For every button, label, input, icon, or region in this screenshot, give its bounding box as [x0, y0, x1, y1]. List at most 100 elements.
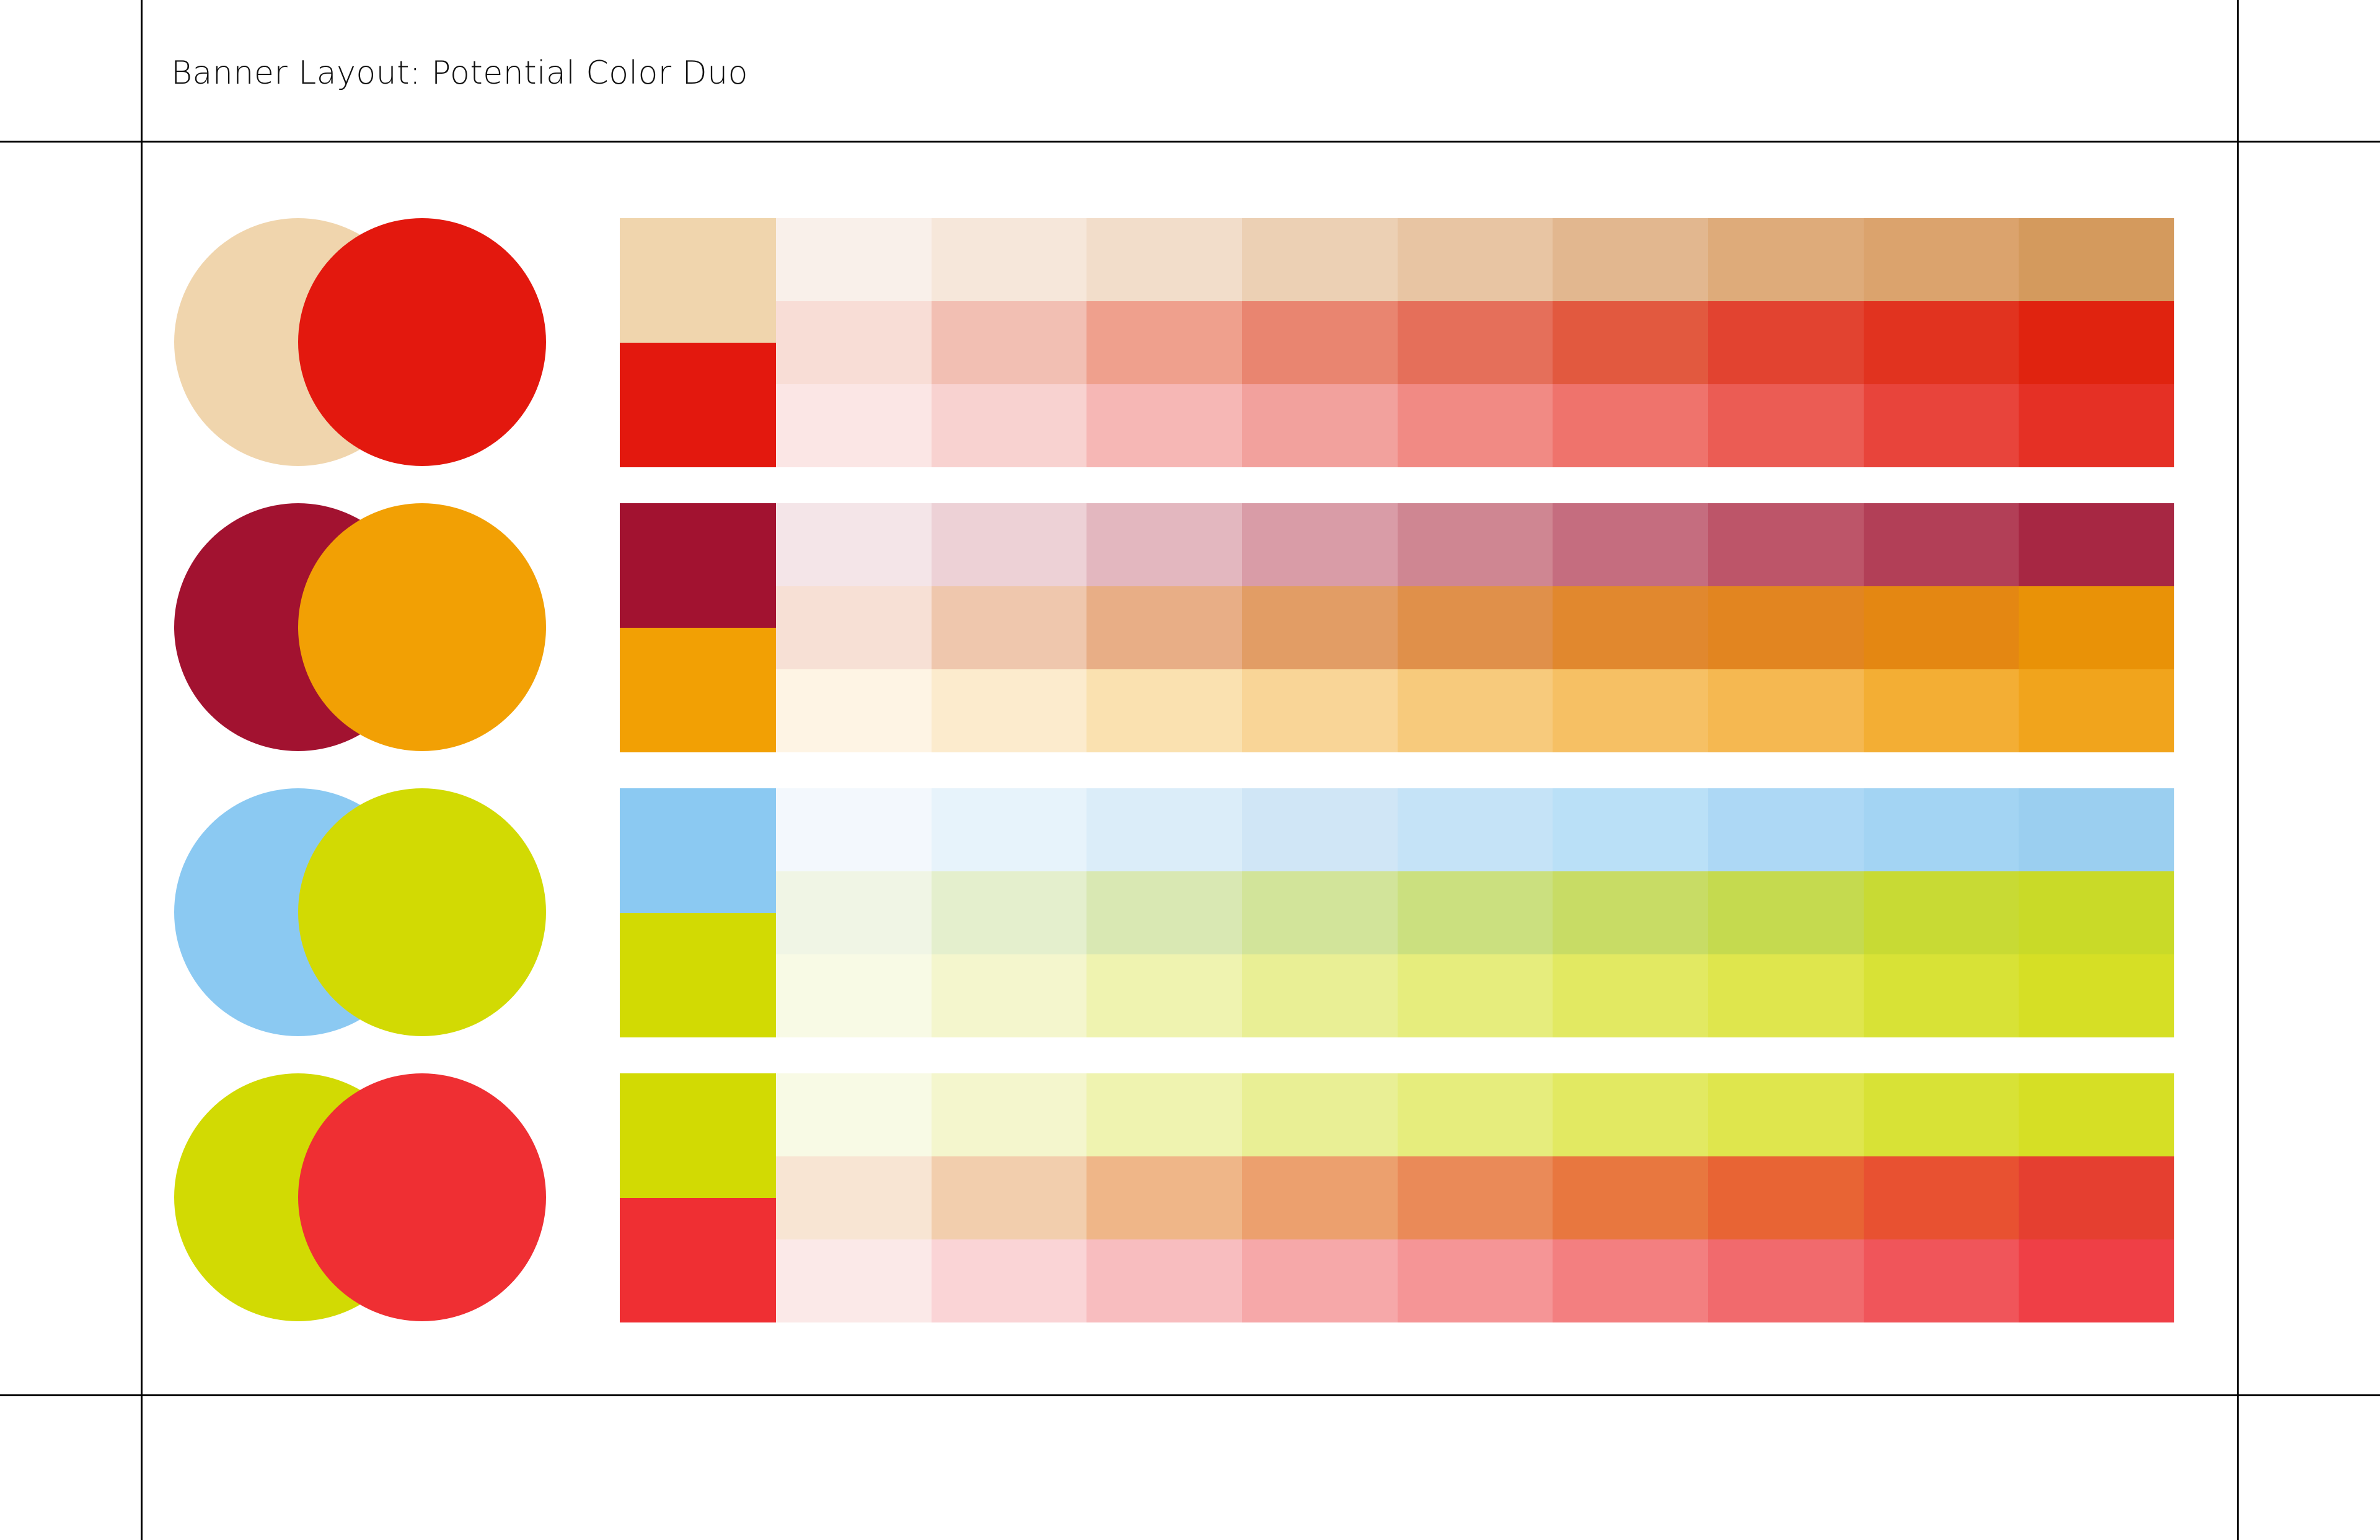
tint-swatch — [1553, 1239, 1708, 1322]
tint-swatch — [1086, 954, 1242, 1037]
tint-swatch — [1242, 1156, 1398, 1239]
tint-swatch — [1708, 1073, 1864, 1156]
tint-swatch — [1242, 503, 1398, 586]
tint-swatch — [1708, 503, 1864, 586]
tint-swatch — [931, 1239, 1087, 1322]
tint-swatch — [931, 503, 1087, 586]
tint-swatch — [1553, 1156, 1708, 1239]
tint-swatch — [1553, 586, 1708, 669]
tint-swatch — [1242, 788, 1398, 871]
tint-swatch — [2019, 503, 2174, 586]
guide-line-vertical-left — [141, 0, 143, 1540]
guide-line-horizontal-bottom — [0, 1394, 2380, 1396]
tint-swatch — [1553, 218, 1708, 301]
tint-swatch — [1397, 954, 1553, 1037]
tint-swatch — [931, 218, 1087, 301]
tint-swatch — [776, 788, 932, 871]
secondary-color-swatch — [620, 628, 776, 752]
tint-swatch — [931, 384, 1087, 467]
tint-swatch — [2019, 218, 2174, 301]
tint-swatch — [1397, 1239, 1553, 1322]
tint-swatch — [1863, 1156, 2019, 1239]
secondary-color-swatch — [620, 1198, 776, 1322]
tint-swatch — [1708, 788, 1864, 871]
tint-swatch — [931, 871, 1087, 954]
tint-swatch — [1863, 669, 2019, 752]
tint-swatch — [1086, 384, 1242, 467]
tint-swatch — [1397, 669, 1553, 752]
tint-swatch — [1086, 1073, 1242, 1156]
guide-line-vertical-right — [2237, 0, 2239, 1540]
tint-swatch — [776, 954, 932, 1037]
tint-swatch — [1397, 384, 1553, 467]
tint-swatch — [1553, 384, 1708, 467]
tint-swatch — [776, 669, 932, 752]
tint-swatch — [1242, 1073, 1398, 1156]
tint-swatch — [1397, 301, 1553, 384]
tint-swatch — [931, 788, 1087, 871]
tint-swatch — [1863, 788, 2019, 871]
tint-swatch — [776, 301, 932, 384]
color-duo-row — [0, 788, 2380, 1037]
tint-swatch — [1863, 954, 2019, 1037]
tint-swatch — [2019, 871, 2174, 954]
tint-swatch — [1086, 871, 1242, 954]
color-duo-row — [0, 503, 2380, 752]
tint-swatch — [2019, 301, 2174, 384]
secondary-color-swatch — [620, 913, 776, 1037]
tint-swatch — [2019, 954, 2174, 1037]
tint-swatch — [776, 503, 932, 586]
tint-swatch — [1863, 384, 2019, 467]
tint-swatch — [776, 1239, 932, 1322]
tint-swatch — [1242, 586, 1398, 669]
tint-swatch — [1242, 1239, 1398, 1322]
primary-color-swatch — [620, 218, 776, 343]
tint-swatch — [1553, 669, 1708, 752]
secondary-color-circle — [298, 218, 546, 466]
tint-swatch — [931, 954, 1087, 1037]
tint-swatch — [1086, 1239, 1242, 1322]
tint-swatch — [1242, 871, 1398, 954]
tint-swatch — [1553, 503, 1708, 586]
tint-swatch — [1397, 1156, 1553, 1239]
guide-line-horizontal-top — [0, 141, 2380, 143]
tint-swatch — [1086, 503, 1242, 586]
tint-swatch — [1863, 1073, 2019, 1156]
tint-swatch — [2019, 384, 2174, 467]
tint-swatch — [1708, 954, 1864, 1037]
page-title: Banner Layout: Potential Color Duo — [171, 55, 748, 92]
tint-swatch — [1863, 586, 2019, 669]
tint-swatch — [1086, 218, 1242, 301]
tint-swatch — [2019, 1156, 2174, 1239]
tint-swatch — [1863, 301, 2019, 384]
tint-swatch — [1397, 788, 1553, 871]
tint-swatch — [1708, 301, 1864, 384]
secondary-color-swatch — [620, 343, 776, 467]
tint-swatch — [1242, 301, 1398, 384]
tint-grid — [776, 503, 2174, 752]
tint-swatch — [1397, 871, 1553, 954]
tint-swatch — [776, 384, 932, 467]
tint-swatch — [2019, 586, 2174, 669]
tint-swatch — [1708, 871, 1864, 954]
secondary-color-circle — [298, 788, 546, 1036]
tint-swatch — [1086, 669, 1242, 752]
tint-swatch — [1397, 586, 1553, 669]
tint-swatch — [931, 301, 1087, 384]
tint-grid — [776, 218, 2174, 467]
tint-swatch — [2019, 788, 2174, 871]
primary-color-swatch — [620, 503, 776, 628]
tint-swatch — [1553, 1073, 1708, 1156]
tint-swatch — [776, 1156, 932, 1239]
tint-swatch — [1397, 503, 1553, 586]
tint-swatch — [1863, 503, 2019, 586]
tint-grid — [776, 1073, 2174, 1322]
tint-swatch — [1086, 788, 1242, 871]
color-duo-row — [0, 218, 2380, 467]
tint-swatch — [1242, 954, 1398, 1037]
tint-swatch — [1708, 384, 1864, 467]
tint-swatch — [1553, 871, 1708, 954]
tint-swatch — [931, 1073, 1087, 1156]
primary-color-swatch — [620, 1073, 776, 1198]
tint-swatch — [776, 586, 932, 669]
